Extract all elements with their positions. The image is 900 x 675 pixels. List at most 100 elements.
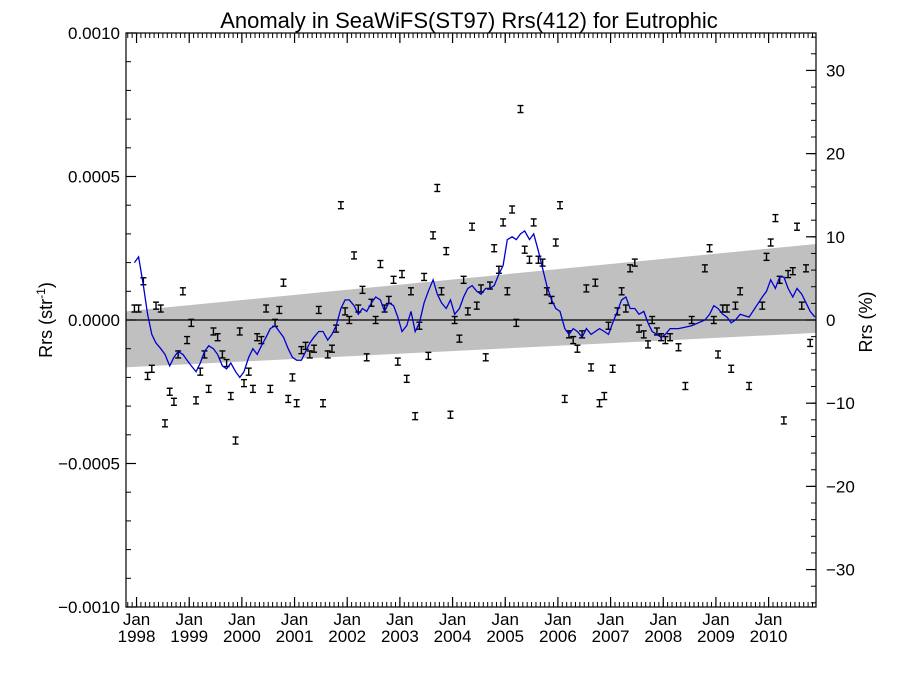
x-tick-label-month: Jan — [439, 610, 466, 629]
data-point — [570, 335, 577, 345]
y-tick-label-right: −20 — [826, 477, 855, 496]
data-point — [609, 364, 616, 373]
y-tick-label-left: −0.0005 — [58, 455, 120, 474]
x-tick-label-year: 2005 — [486, 627, 524, 646]
data-point — [557, 200, 564, 210]
x-tick-label-month: Jan — [228, 610, 255, 629]
trend-band-layer — [126, 243, 816, 368]
data-point — [135, 304, 142, 313]
data-point — [210, 327, 217, 336]
data-point — [232, 436, 239, 445]
data-point — [772, 213, 779, 223]
data-point — [193, 396, 200, 405]
data-point — [298, 345, 305, 355]
data-point — [759, 301, 766, 310]
y-tick-label-right: 10 — [826, 228, 845, 247]
x-tick-label-year: 2000 — [223, 627, 261, 646]
x-tick-label-year: 2003 — [381, 627, 419, 646]
x-tick-label-year: 2007 — [592, 627, 630, 646]
data-point — [491, 244, 498, 253]
data-point — [351, 251, 358, 260]
y-tick-label-left: 0.0010 — [68, 24, 120, 43]
data-point — [144, 371, 151, 381]
data-point — [552, 238, 559, 247]
y-axis-label-close: ) — [36, 282, 56, 288]
data-point — [245, 367, 252, 376]
y-tick-label-right: −10 — [826, 394, 855, 413]
data-point — [328, 344, 335, 353]
data-point — [682, 381, 689, 391]
x-tick-label-month: Jan — [175, 610, 202, 629]
data-point — [205, 384, 212, 394]
data-point — [473, 301, 480, 310]
data-point — [342, 307, 349, 316]
y-tick-label-right: −30 — [826, 561, 855, 580]
data-point — [767, 238, 774, 247]
data-point — [197, 367, 204, 376]
data-point — [263, 304, 270, 313]
data-point — [394, 357, 401, 366]
x-tick-label-year: 2008 — [644, 627, 682, 646]
data-point — [780, 416, 787, 425]
data-point — [504, 287, 511, 296]
data-point — [460, 275, 467, 285]
data-point — [667, 333, 674, 342]
data-point — [170, 397, 177, 406]
data-point — [785, 269, 792, 279]
data-point — [148, 364, 155, 373]
data-point — [513, 318, 520, 328]
axis-layer: 0.00100.00050.0000−0.0005−0.00103020100−… — [58, 24, 855, 646]
y-tick-label-right: 30 — [826, 61, 845, 80]
x-tick-label-month: Jan — [597, 610, 624, 629]
data-point — [421, 272, 428, 282]
data-point — [530, 218, 537, 227]
data-point — [662, 335, 669, 345]
y-tick-label-left: 0.0005 — [68, 168, 120, 187]
data-point — [710, 315, 717, 325]
data-point — [464, 307, 471, 316]
data-point — [526, 255, 533, 264]
data-point — [763, 252, 770, 262]
data-point — [640, 330, 647, 339]
data-point — [249, 384, 256, 394]
data-point — [403, 374, 410, 384]
data-point — [184, 335, 191, 345]
data-point — [390, 275, 397, 285]
data-point — [315, 305, 322, 315]
chart-title: Anomaly in SeaWiFS(ST97) Rrs(412) for Eu… — [220, 8, 718, 33]
data-point — [214, 333, 221, 342]
y-axis-label-left: Rrs (str-1) — [34, 282, 56, 358]
data-point — [789, 267, 796, 276]
data-point — [407, 287, 414, 296]
data-point — [434, 183, 441, 193]
data-point — [236, 327, 243, 336]
data-point — [219, 350, 226, 359]
data-point — [337, 200, 344, 210]
data-point — [412, 411, 419, 421]
data-point — [293, 399, 300, 408]
data-point — [737, 287, 744, 296]
data-point — [592, 278, 599, 287]
data-point — [622, 304, 629, 313]
x-tick-label-year: 1998 — [118, 627, 156, 646]
data-point — [456, 334, 463, 343]
data-point — [451, 315, 458, 325]
data-point — [509, 205, 516, 214]
data-point — [372, 315, 379, 325]
data-point — [153, 301, 160, 310]
data-point — [521, 245, 528, 254]
data-point — [688, 315, 695, 325]
data-point — [618, 287, 625, 296]
x-tick-label-year: 2010 — [750, 627, 788, 646]
data-point — [359, 285, 366, 295]
data-point — [188, 318, 195, 328]
x-tick-label-month: Jan — [650, 610, 677, 629]
data-point — [728, 364, 735, 373]
data-point — [715, 350, 722, 359]
data-point — [258, 335, 265, 345]
y-axis-label-right: Rrs (%) — [856, 292, 876, 353]
data-point — [363, 353, 370, 362]
x-tick-label-month: Jan — [281, 610, 308, 629]
data-point — [535, 255, 542, 264]
